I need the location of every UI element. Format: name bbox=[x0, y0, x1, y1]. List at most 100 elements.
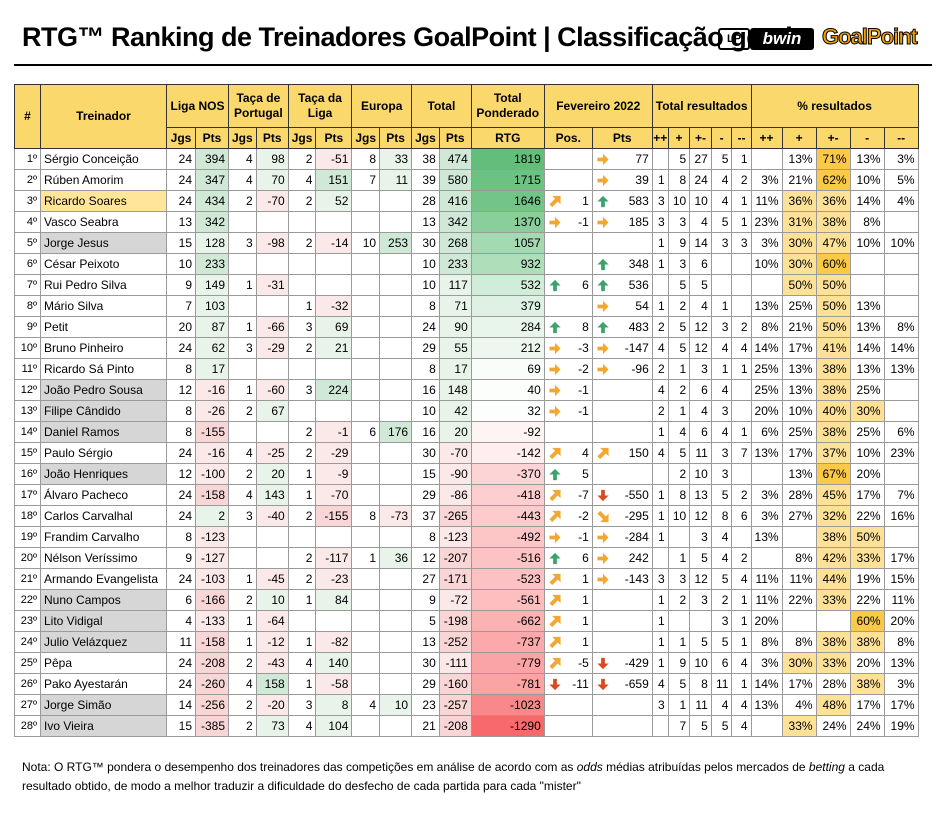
result-pct-cell: 37% bbox=[815, 442, 851, 464]
points-change-value: -143 bbox=[624, 571, 649, 586]
tacaliga-jgs-cell: 1 bbox=[287, 589, 317, 611]
result-pct-cell: 23% bbox=[750, 211, 783, 233]
position-change-cell bbox=[543, 232, 593, 254]
arrow-right-icon bbox=[548, 341, 566, 355]
tacaliga-jgs-cell: 4 bbox=[287, 715, 317, 737]
liga-pts-cell: 128 bbox=[195, 232, 229, 254]
total-pts-cell: -90 bbox=[438, 463, 472, 485]
tacaliga-jgs-cell: 2 bbox=[287, 505, 317, 527]
total-pts-cell: 474 bbox=[438, 148, 472, 170]
liga-jgs-cell: 11 bbox=[166, 631, 196, 653]
result-count-cell: 4 bbox=[710, 547, 733, 569]
taca-jgs-cell bbox=[228, 547, 257, 569]
result-count-cell: 6 bbox=[689, 379, 712, 401]
liga-jgs-cell: 4 bbox=[166, 610, 196, 632]
result-count-cell: 11 bbox=[710, 673, 733, 695]
result-pct-cell: 27% bbox=[781, 505, 817, 527]
header-ponderado: Total Ponderado bbox=[470, 84, 545, 128]
taca-jgs-cell bbox=[228, 358, 257, 380]
rtg-cell: 40 bbox=[470, 379, 545, 401]
total-pts-cell: -86 bbox=[438, 484, 472, 506]
liga-pts-cell: 62 bbox=[195, 337, 229, 359]
table-row: 8º Mário Silva 7 103 1 -32 8 71 379 54 1 2 4 1 13% 25% 5… bbox=[14, 295, 919, 317]
result-pct-cell: 38% bbox=[849, 631, 885, 653]
points-change-cell: -295 bbox=[591, 505, 653, 527]
footnote-betting: betting bbox=[808, 760, 845, 774]
tacaliga-pts-cell: -70 bbox=[315, 484, 353, 506]
result-pct-cell: 3% bbox=[750, 505, 783, 527]
total-pts-cell: -70 bbox=[438, 442, 472, 464]
total-pts-cell: -160 bbox=[438, 673, 472, 695]
result-count-cell: 5 bbox=[710, 211, 733, 233]
result-count-cell: 5 bbox=[710, 484, 733, 506]
points-change-cell bbox=[591, 232, 653, 254]
position-change-value: 1 bbox=[582, 571, 589, 586]
table-row: 10º Bruno Pinheiro 24 62 3 -29 2 21 29 55 212 -3 -14… bbox=[14, 337, 919, 359]
europa-jgs-cell bbox=[351, 631, 381, 653]
rank-cell: 22º bbox=[14, 589, 41, 611]
taca-jgs-cell: 4 bbox=[228, 484, 257, 506]
coach-name: Filipe Cândido bbox=[40, 400, 167, 422]
position-change-value: 6 bbox=[582, 550, 589, 565]
rtg-cell: 1819 bbox=[470, 148, 545, 170]
total-pts-cell: 55 bbox=[438, 337, 472, 359]
europa-pts-cell bbox=[379, 253, 413, 275]
result-count-cell: 3 bbox=[731, 232, 752, 254]
subheader-taca-pts: Pts bbox=[255, 127, 289, 149]
position-change-value: -1 bbox=[578, 529, 589, 544]
result-count-cell: 1 bbox=[651, 526, 669, 548]
result-pct-cell: 60% bbox=[849, 610, 885, 632]
arrow-upright-icon bbox=[548, 446, 566, 460]
position-change-value: 5 bbox=[582, 466, 589, 481]
subheader-pctres-1: + bbox=[781, 127, 817, 149]
points-change-value: -295 bbox=[624, 508, 649, 523]
position-change-value: -5 bbox=[578, 655, 589, 670]
subheader-totres-1: + bbox=[667, 127, 691, 149]
liga-jgs-cell: 24 bbox=[166, 442, 196, 464]
result-pct-cell: 20% bbox=[750, 610, 783, 632]
total-pts-cell: 233 bbox=[438, 253, 472, 275]
tacaliga-jgs-cell: 2 bbox=[287, 421, 317, 443]
result-count-cell: 4 bbox=[710, 421, 733, 443]
tacaliga-jgs-cell: 1 bbox=[287, 484, 317, 506]
points-change-value: -96 bbox=[631, 361, 649, 376]
result-count-cell: 3 bbox=[667, 253, 691, 275]
rtg-cell: -662 bbox=[470, 610, 545, 632]
liga-pts-cell: 149 bbox=[195, 274, 229, 296]
rtg-cell: -516 bbox=[470, 547, 545, 569]
title-rule bbox=[14, 64, 932, 66]
taca-jgs-cell: 2 bbox=[228, 652, 257, 674]
liga-pts-cell: -256 bbox=[195, 694, 229, 716]
taca-jgs-cell: 2 bbox=[228, 400, 257, 422]
tacaliga-pts-cell: 224 bbox=[315, 379, 353, 401]
europa-jgs-cell bbox=[351, 442, 381, 464]
total-jgs-cell: 21 bbox=[411, 715, 440, 737]
result-count-cell: 24 bbox=[689, 169, 712, 191]
tacaliga-jgs-cell bbox=[287, 526, 317, 548]
position-change-value: 1 bbox=[582, 193, 589, 208]
result-pct-cell: 20% bbox=[750, 400, 783, 422]
position-change-cell: -3 bbox=[543, 337, 593, 359]
result-count-cell: 2 bbox=[667, 295, 691, 317]
subheader-totres-2: +- bbox=[689, 127, 712, 149]
result-count-cell: 2 bbox=[651, 358, 669, 380]
result-pct-cell: 17% bbox=[883, 547, 919, 569]
liga-pts-cell: -133 bbox=[195, 610, 229, 632]
rtg-cell: -561 bbox=[470, 589, 545, 611]
tacaliga-pts-cell: 69 bbox=[315, 316, 353, 338]
coach-name: João Pedro Sousa bbox=[40, 379, 167, 401]
rank-cell: 7º bbox=[14, 274, 41, 296]
liga-jgs-cell: 24 bbox=[166, 652, 196, 674]
arrow-downright-icon bbox=[596, 509, 614, 523]
points-change-cell: -429 bbox=[591, 652, 653, 674]
result-count-cell: 7 bbox=[667, 715, 691, 737]
europa-jgs-cell: 8 bbox=[351, 148, 381, 170]
result-count-cell: 6 bbox=[710, 652, 733, 674]
result-count-cell: 1 bbox=[731, 358, 752, 380]
result-pct-cell: 71% bbox=[815, 148, 851, 170]
position-change-cell bbox=[543, 694, 593, 716]
result-pct-cell bbox=[883, 463, 919, 485]
tacaliga-jgs-cell bbox=[287, 610, 317, 632]
taca-jgs-cell: 2 bbox=[228, 190, 257, 212]
table-row: 12º João Pedro Sousa 12 -16 1 -60 3 224 16 148 40-… bbox=[14, 379, 919, 401]
